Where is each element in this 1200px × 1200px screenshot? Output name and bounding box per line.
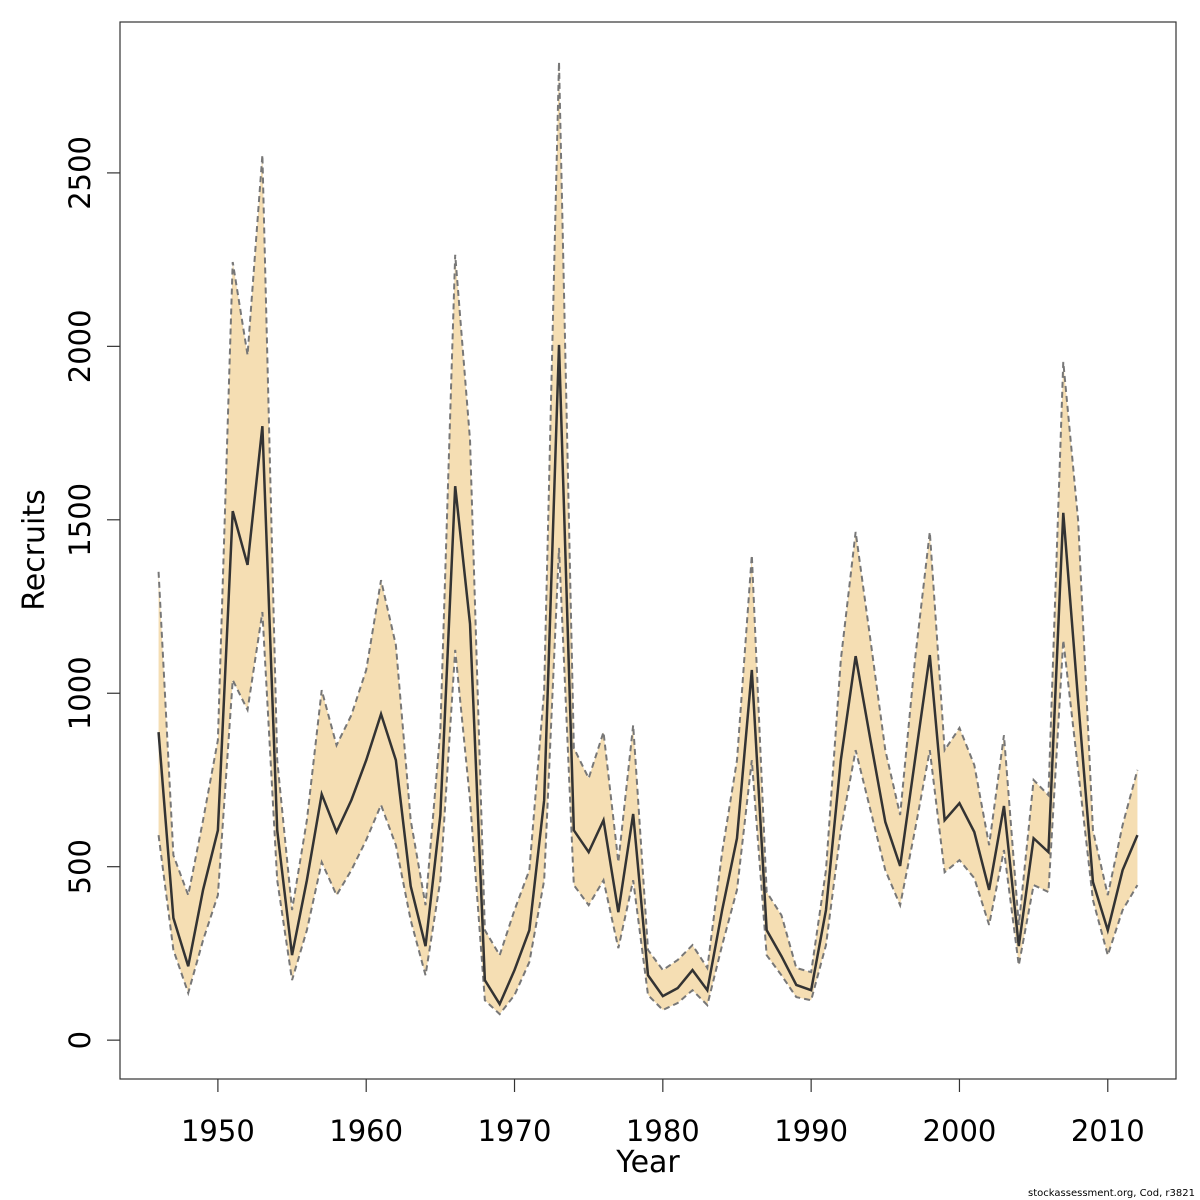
x-tick-label: 2010: [1071, 1114, 1145, 1148]
series-line: [157, 344, 1139, 1007]
x-tick-label: 1950: [181, 1114, 255, 1148]
y-axis-title: Recruits: [17, 489, 52, 611]
x-tick-label: 2000: [923, 1114, 997, 1148]
x-axis-title: Year: [615, 1145, 680, 1180]
footnote: stockassessment.org, Cod, r3821: [1028, 1188, 1195, 1199]
x-tick-label: 1970: [478, 1114, 552, 1148]
x-tick-label: 1960: [329, 1114, 403, 1148]
plot-frame: [119, 21, 1177, 1080]
band-lower: [157, 547, 1139, 1016]
band-upper: [157, 61, 1139, 974]
y-tick-label: 1000: [63, 656, 97, 730]
y-tick-label: 0: [63, 1031, 97, 1049]
y-tick-label: 2000: [63, 309, 97, 383]
confidence-band: [158, 61, 1138, 1015]
x-tick-label: 1990: [774, 1114, 848, 1148]
y-tick-label: 2500: [63, 136, 97, 210]
y-tick-label: 500: [63, 839, 97, 894]
x-tick-label: 1980: [626, 1114, 700, 1148]
y-tick-label: 1500: [63, 483, 97, 557]
